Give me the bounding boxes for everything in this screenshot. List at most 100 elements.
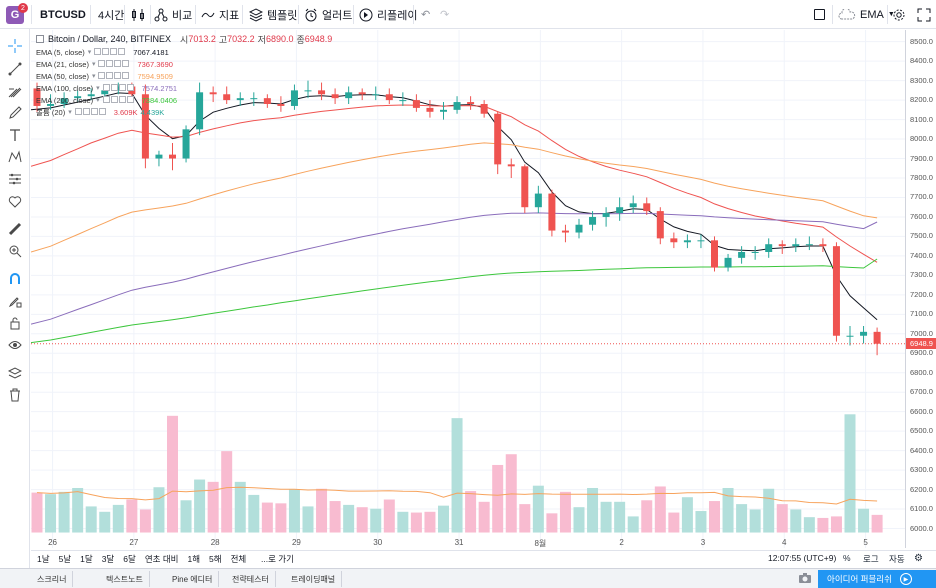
snapshot-button[interactable]: [917, 0, 931, 29]
indicator-legend-row[interactable]: EMA (5, close) ▾ 7067.4181: [36, 46, 169, 58]
indicator-controls[interactable]: [98, 59, 130, 69]
chevron-down-icon[interactable]: ▾: [91, 61, 96, 68]
indicator-control-icon[interactable]: [74, 107, 82, 115]
chevron-down-icon[interactable]: ▾: [91, 73, 96, 80]
auto-toggle[interactable]: 자동: [889, 553, 905, 565]
indicator-control-icon[interactable]: [122, 71, 130, 79]
chevron-down-icon[interactable]: ▾: [68, 109, 72, 116]
indicator-control-icon[interactable]: [110, 47, 118, 55]
time-axis[interactable]: 26 27 28 29 30 31 8월 2 3 4 5: [31, 536, 905, 550]
layout-selector[interactable]: EMA ▼: [838, 0, 895, 29]
indicator-control-icon[interactable]: [102, 95, 110, 103]
indicator-control-icon[interactable]: [114, 71, 122, 79]
indicators-button[interactable]: 지표: [201, 0, 239, 29]
chevron-down-icon[interactable]: ▾: [96, 85, 100, 92]
range-button[interactable]: 1날: [37, 554, 50, 564]
indicator-legend-row[interactable]: EMA (21, close) ▾ 7367.3690: [36, 58, 173, 70]
price-axis[interactable]: 8500.0 8400.0 8300.0 8200.0 8100.0 8000.0 7900…: [905, 30, 936, 548]
percent-toggle[interactable]: %: [843, 553, 851, 563]
indicator-control-icon[interactable]: [82, 107, 90, 115]
chart-style-button[interactable]: [131, 0, 145, 29]
indicator-legend-row[interactable]: EMA (100, close) ▾ 7574.2751: [36, 82, 177, 94]
goto-date-button[interactable]: ...로 가기: [261, 553, 294, 565]
indicator-control-icon[interactable]: [98, 71, 106, 79]
remove-drawings-tool[interactable]: [5, 385, 25, 405]
panel-tab[interactable]: 텍스트노트: [100, 571, 150, 587]
forecast-tool[interactable]: [5, 169, 25, 189]
indicator-control-icon[interactable]: [118, 95, 126, 103]
camera-button[interactable]: [798, 572, 812, 587]
volume-bar: [451, 418, 463, 533]
indicator-control-icon[interactable]: [126, 83, 134, 91]
indicator-control-icon[interactable]: [94, 47, 102, 55]
indicator-control-icon[interactable]: [126, 95, 134, 103]
clock[interactable]: 12:07:55 (UTC+9): [768, 553, 836, 563]
stay-in-drawing-tool[interactable]: [5, 291, 25, 311]
hide-drawings-tool[interactable]: [5, 335, 25, 355]
indicator-control-icon[interactable]: [98, 107, 106, 115]
lock-drawings-tool[interactable]: [5, 313, 25, 333]
indicator-control-icon[interactable]: [118, 47, 126, 55]
panel-tab[interactable]: Pine 에디터: [166, 571, 220, 587]
indicator-legend-row[interactable]: 볼륨 (20) ▾ 3.609K 4.439K: [36, 106, 164, 118]
range-button[interactable]: 1해: [187, 554, 201, 564]
icons-tool[interactable]: [5, 192, 25, 212]
range-button[interactable]: 3달: [101, 554, 115, 564]
brush-tool[interactable]: [5, 103, 25, 123]
indicator-control-icon[interactable]: [98, 59, 106, 67]
indicator-controls[interactable]: [102, 83, 135, 93]
gear-icon[interactable]: ⚙: [914, 553, 923, 564]
interval-selector[interactable]: 4시간: [98, 0, 124, 29]
indicator-controls[interactable]: [94, 47, 126, 57]
redo-button[interactable]: ↷: [440, 0, 449, 29]
price-tick-label: 6700.0: [910, 387, 933, 397]
chevron-down-icon[interactable]: ▾: [96, 97, 100, 104]
templates-button[interactable]: 템플릿: [249, 0, 297, 29]
indicator-legend-row[interactable]: EMA (200, close) ▾ 7384.0406: [36, 94, 177, 106]
range-button[interactable]: 연초 대비: [144, 554, 179, 564]
indicator-control-icon[interactable]: [114, 59, 122, 67]
indicator-control-icon[interactable]: [122, 59, 130, 67]
chart-pane[interactable]: Bitcoin / Dollar, 240, BITFINEX 시 7013.2 …: [31, 30, 905, 548]
range-button[interactable]: 5날: [58, 554, 72, 564]
compare-button[interactable]: 비교: [154, 0, 192, 29]
symbol-search[interactable]: BTCUSD: [40, 0, 86, 29]
undo-button[interactable]: ↶: [421, 0, 430, 29]
chevron-down-icon[interactable]: ▾: [87, 49, 92, 56]
fullscreen-toggle[interactable]: [814, 0, 825, 29]
indicator-controls[interactable]: [74, 107, 107, 117]
collapse-icon[interactable]: [36, 35, 44, 43]
panel-tab[interactable]: 스크리너: [31, 571, 74, 587]
range-button[interactable]: 전체: [230, 554, 247, 564]
pattern-tool[interactable]: [5, 147, 25, 167]
replay-button[interactable]: 리플레이: [359, 0, 417, 29]
pitchfork-tool[interactable]: [5, 81, 25, 101]
panel-tab[interactable]: 트레이딩패널: [285, 571, 343, 587]
indicator-control-icon[interactable]: [110, 95, 118, 103]
alert-button[interactable]: 얼러트: [304, 0, 352, 29]
magnet-tool[interactable]: [5, 269, 25, 289]
range-button[interactable]: 5해: [209, 554, 222, 564]
indicator-control-icon[interactable]: [90, 107, 98, 115]
indicator-control-icon[interactable]: [118, 83, 126, 91]
measure-tool[interactable]: [5, 219, 25, 239]
indicator-control-icon[interactable]: [102, 83, 110, 91]
indicator-control-icon[interactable]: [106, 71, 114, 79]
indicator-control-icon[interactable]: [106, 59, 114, 67]
zoom-tool[interactable]: [5, 241, 25, 261]
indicator-controls[interactable]: [98, 71, 130, 81]
settings-button[interactable]: [892, 0, 906, 29]
text-tool[interactable]: [5, 125, 25, 145]
range-button[interactable]: 6달: [123, 554, 136, 564]
indicator-controls[interactable]: [102, 95, 135, 105]
panel-tab[interactable]: 전략테스터: [226, 571, 276, 587]
object-tree-tool[interactable]: [5, 363, 25, 383]
indicator-control-icon[interactable]: [102, 47, 110, 55]
log-toggle[interactable]: 로그: [863, 553, 879, 565]
indicator-control-icon[interactable]: [110, 83, 118, 91]
indicator-legend-row[interactable]: EMA (50, close) ▾ 7594.9509: [36, 70, 173, 82]
crosshair-tool[interactable]: [5, 36, 25, 56]
range-button[interactable]: 1달: [80, 554, 93, 564]
publish-idea-button[interactable]: 아이디어 퍼블리쉬 ▶: [818, 570, 936, 588]
trendline-tool[interactable]: [5, 59, 25, 79]
